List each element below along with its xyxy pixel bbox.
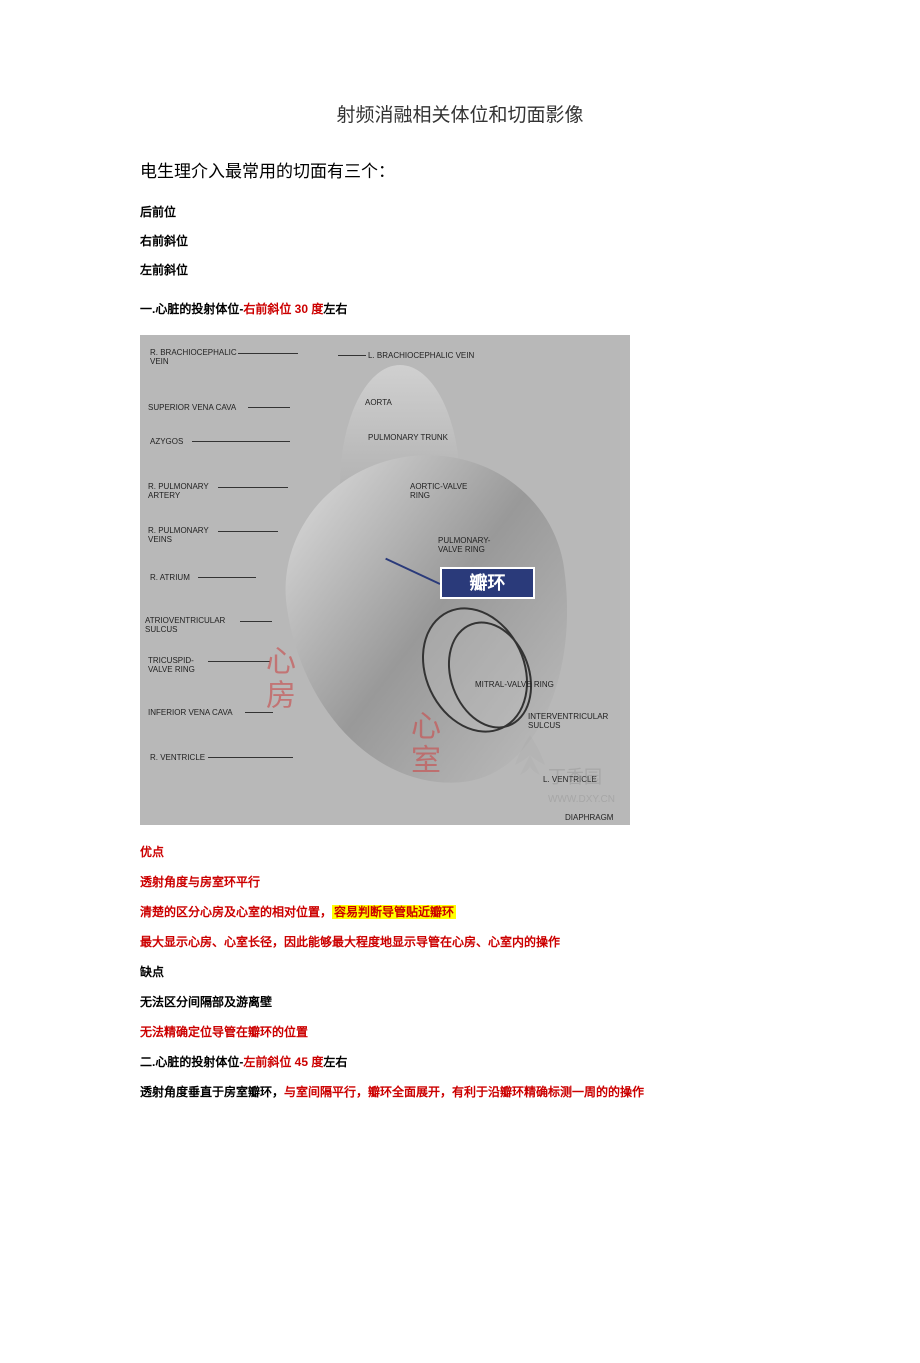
label-line — [240, 621, 272, 622]
section-2-red: 左前斜位 45 度 — [243, 1055, 323, 1069]
label-line — [218, 487, 288, 488]
label-l-brachiocephalic: L. BRACHIOCEPHALIC VEIN — [368, 351, 474, 360]
label-line — [338, 355, 366, 356]
section-2-description: 透射角度垂直于房室瓣环，与室间隔平行，瓣环全面展开，有利于沿瓣环精确标测一周的的… — [140, 1083, 780, 1101]
position-item-1: 后前位 — [140, 204, 780, 221]
watermark-text: 丁香园 WWW.DXY.CN — [548, 763, 615, 805]
label-r-pulmonary-artery: R. PULMONARY ARTERY — [148, 483, 218, 501]
label-line — [198, 577, 256, 578]
section-2-header: 二.心脏的投射体位-左前斜位 45 度左右 — [140, 1053, 780, 1071]
label-superior-vena-cava: SUPERIOR VENA CAVA — [148, 403, 236, 412]
advantages-header: 优点 — [140, 843, 780, 861]
label-azygos: AZYGOS — [150, 437, 183, 446]
label-atrioventricular-sulcus: ATRIOVENTRICULAR SULCUS — [145, 617, 240, 635]
subtitle: 电生理介入最常用的切面有三个： — [140, 157, 780, 182]
xinshi-overlay: 心室 — [400, 710, 444, 778]
label-pulmonary-valve-ring: PULMONARY-VALVE RING — [438, 537, 508, 555]
label-diaphragm: DIAPHRAGM — [565, 813, 613, 822]
label-tricuspid-valve-ring: TRICUSPID-VALVE RING — [148, 657, 208, 675]
page-title: 射频消融相关体位和切面影像 — [140, 100, 780, 127]
banhuan-label-box: 瓣环 — [440, 567, 535, 599]
section-1-suffix: 左右 — [323, 302, 347, 316]
disadvantage-line-2: 无法精确定位导管在瓣环的位置 — [140, 1023, 780, 1041]
label-r-atrium: R. ATRIUM — [150, 573, 190, 582]
advantage-line-2: 清楚的区分心房及心室的相对位置，容易判断导管贴近瓣环 — [140, 903, 780, 921]
section-2-desc-black: 透射角度垂直于房室瓣环， — [140, 1085, 284, 1099]
position-item-2: 右前斜位 — [140, 233, 780, 250]
section-2-desc-red: 与室间隔平行，瓣环全面展开，有利于沿瓣环精确标测一周的的操作 — [284, 1085, 644, 1099]
section-1-prefix: 一.心脏的投射体位- — [140, 302, 243, 316]
label-line — [238, 353, 298, 354]
section-2-prefix: 二.心脏的投射体位- — [140, 1055, 243, 1069]
disadvantages-header: 缺点 — [140, 963, 780, 981]
label-inferior-vena-cava: INFERIOR VENA CAVA — [148, 708, 233, 717]
disadvantage-line-1: 无法区分间隔部及游离壁 — [140, 993, 780, 1011]
advantage-line-2-prefix: 清楚的区分心房及心室的相对位置， — [140, 905, 332, 919]
label-aortic-valve-ring: AORTIC-VALVE RING — [410, 483, 470, 501]
section-2-suffix: 左右 — [323, 1055, 347, 1069]
section-1-red: 右前斜位 30 度 — [243, 302, 323, 316]
label-r-ventricle: R. VENTRICLE — [150, 753, 205, 762]
label-line — [218, 531, 278, 532]
position-item-3: 左前斜位 — [140, 262, 780, 279]
label-pulmonary-trunk: PULMONARY TRUNK — [368, 433, 448, 442]
anatomical-figure: R. BRACHIOCEPHALIC VEIN L. BRACHIOCEPHAL… — [140, 335, 630, 825]
label-aorta: AORTA — [365, 398, 392, 407]
label-r-pulmonary-veins: R. PULMONARY VEINS — [148, 527, 218, 545]
advantage-line-2-highlight: 容易判断导管贴近瓣环 — [332, 905, 456, 919]
section-1-header: 一.心脏的投射体位-右前斜位 30 度左右 — [140, 300, 780, 317]
label-line — [248, 407, 290, 408]
label-line — [208, 757, 293, 758]
label-line — [192, 441, 290, 442]
label-r-brachiocephalic: R. BRACHIOCEPHALIC VEIN — [150, 349, 240, 367]
label-mitral-valve-ring: MITRAL-VALVE RING — [475, 680, 554, 689]
advantage-line-1: 透射角度与房室环平行 — [140, 873, 780, 891]
xinfang-overlay: 心房 — [255, 645, 299, 713]
advantage-line-3: 最大显示心房、心室长径，因此能够最大程度地显示导管在心房、心室内的操作 — [140, 933, 780, 951]
